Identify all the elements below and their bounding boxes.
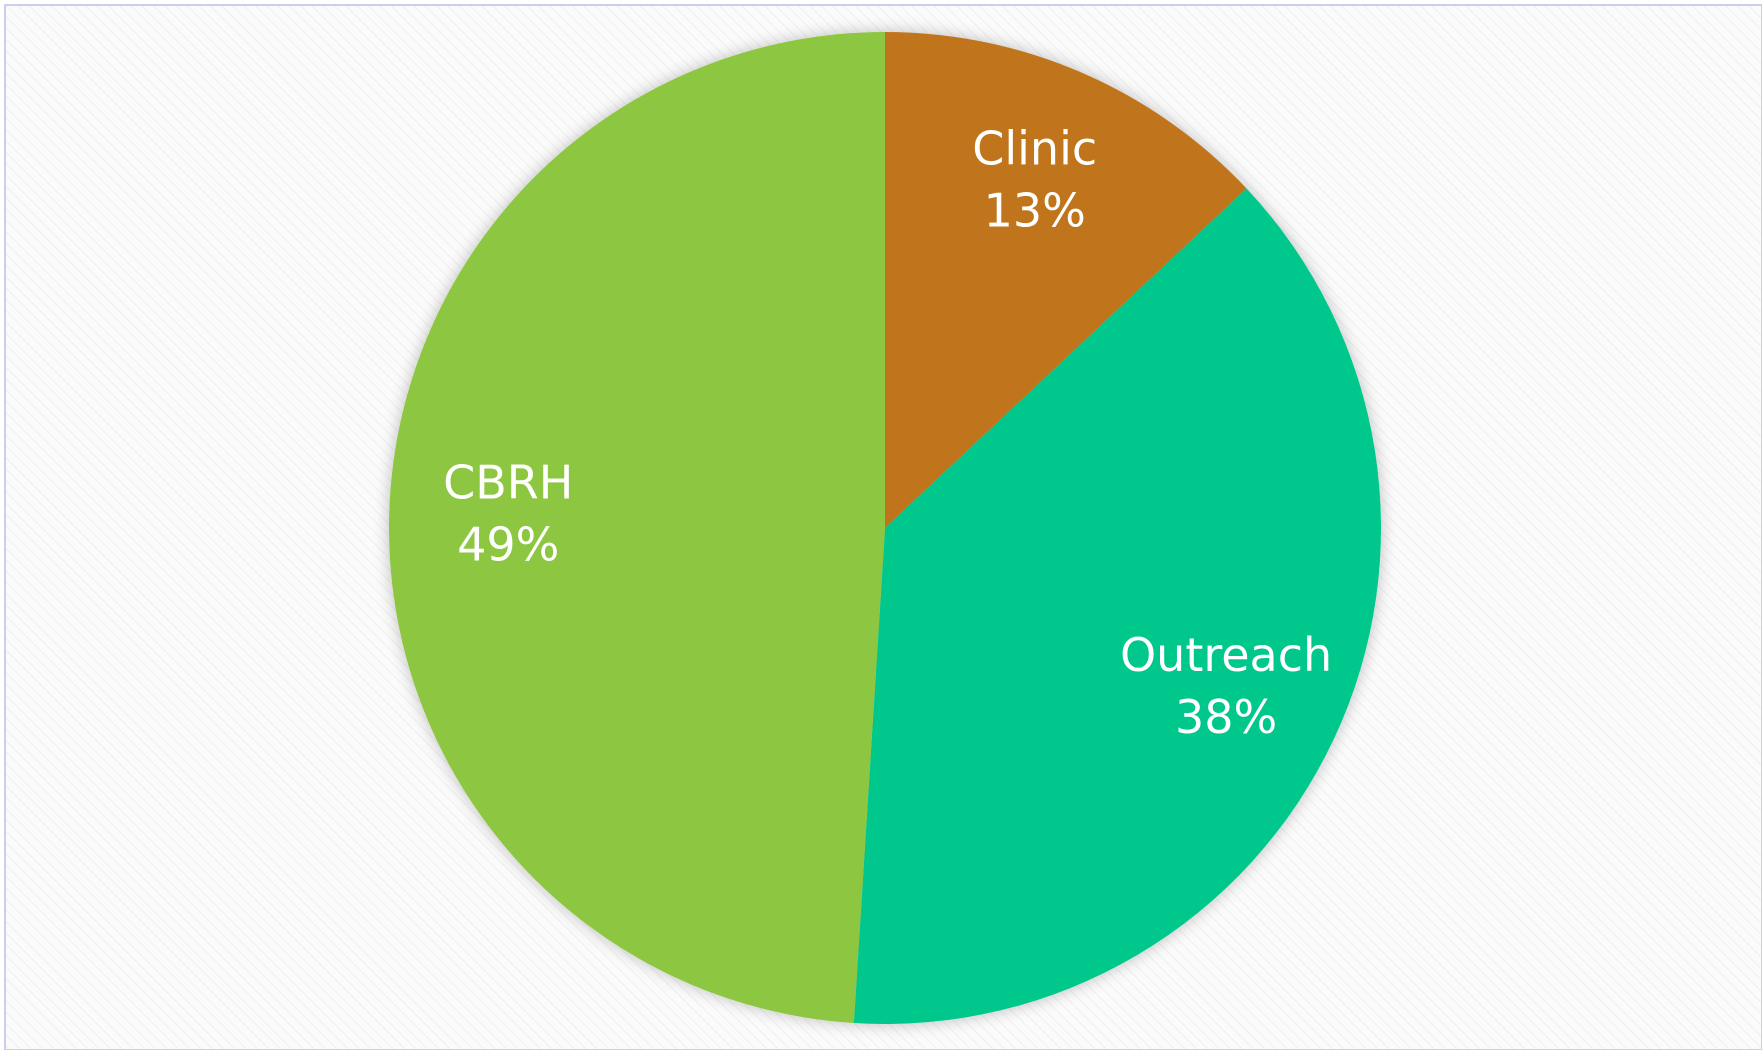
pie-slice	[389, 32, 885, 1024]
slice-value-label: 49%	[457, 518, 559, 572]
pie-slice	[885, 32, 1247, 528]
slice-label: Outreach	[1120, 628, 1332, 682]
slice-label: Clinic	[972, 122, 1097, 176]
slice-label: CBRH	[443, 456, 573, 510]
pie	[389, 32, 1381, 1025]
slice-value-label: 13%	[984, 184, 1086, 238]
pie-slice	[853, 188, 1381, 1025]
slice-value-label: 38%	[1175, 690, 1277, 744]
labels: Clinic 13% Outreach 38% CBRH 49%	[443, 122, 1332, 744]
